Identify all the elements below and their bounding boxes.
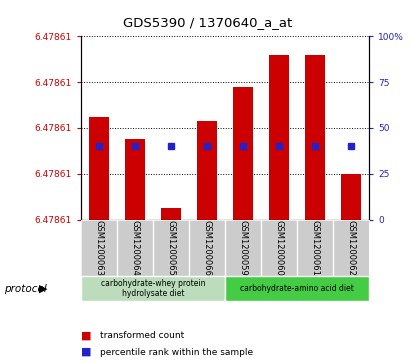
Text: GSM1200062: GSM1200062: [347, 220, 356, 276]
Text: ■: ■: [81, 347, 91, 357]
Text: transformed count: transformed count: [100, 331, 184, 340]
Bar: [269, 54, 289, 220]
Text: GSM1200061: GSM1200061: [311, 220, 320, 276]
Text: GSM1200066: GSM1200066: [203, 220, 212, 276]
Text: GSM1200059: GSM1200059: [239, 220, 248, 276]
Bar: [81, 276, 225, 301]
Bar: [161, 208, 181, 220]
Text: GSM1200063: GSM1200063: [95, 220, 103, 276]
Text: GSM1200064: GSM1200064: [130, 220, 139, 276]
Bar: [89, 117, 109, 220]
Text: ■: ■: [81, 331, 91, 341]
Text: GDS5390 / 1370640_a_at: GDS5390 / 1370640_a_at: [123, 16, 292, 29]
Bar: [125, 139, 145, 220]
Text: carbohydrate-whey protein
hydrolysate diet: carbohydrate-whey protein hydrolysate di…: [101, 279, 205, 298]
Text: GSM1200060: GSM1200060: [275, 220, 284, 276]
Text: percentile rank within the sample: percentile rank within the sample: [100, 348, 253, 356]
Text: ▶: ▶: [39, 284, 48, 294]
Bar: [197, 121, 217, 220]
Text: carbohydrate-amino acid diet: carbohydrate-amino acid diet: [240, 284, 354, 293]
Text: GSM1200065: GSM1200065: [166, 220, 176, 276]
Bar: [233, 87, 253, 220]
Text: protocol: protocol: [4, 284, 47, 294]
Bar: [225, 276, 369, 301]
Bar: [342, 174, 361, 220]
Bar: [305, 54, 325, 220]
